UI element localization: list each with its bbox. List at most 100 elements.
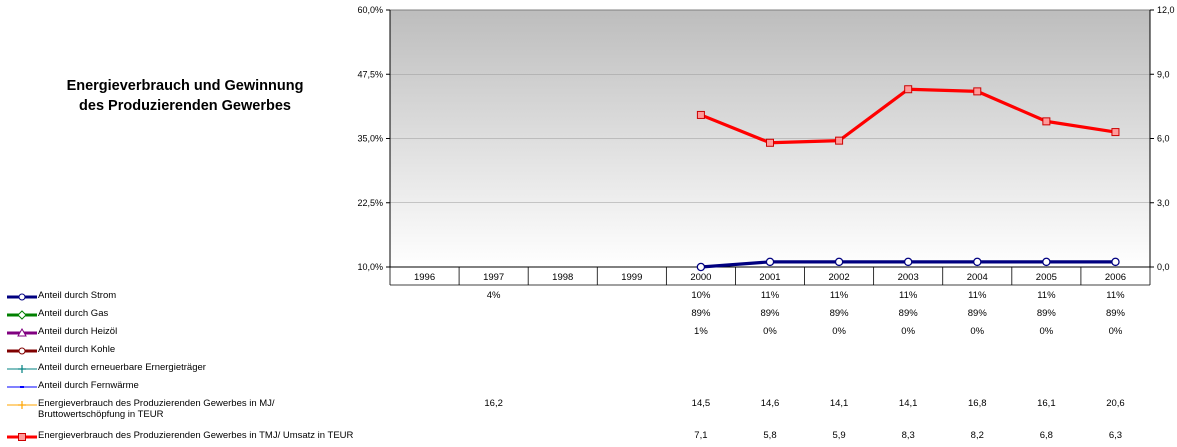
- legend-key: [7, 401, 37, 409]
- data-label: 8,2: [970, 430, 984, 441]
- data-point: [766, 138, 774, 147]
- data-point: [973, 257, 982, 267]
- data-label: 14,1: [829, 398, 849, 409]
- data-label: 0%: [970, 326, 985, 337]
- series-name: Anteil durch Gas: [38, 308, 109, 319]
- data-label: 0%: [763, 326, 777, 337]
- legend-marker: [18, 293, 26, 301]
- data-label: 0%: [901, 326, 916, 337]
- legend-marker: [18, 365, 26, 373]
- data-point: [1111, 257, 1120, 267]
- data-label: 89%: [829, 308, 849, 319]
- series-layer: [696, 85, 1120, 272]
- data-point: [903, 257, 913, 267]
- y-right-tick-label: 3,0: [1157, 198, 1170, 208]
- data-label: 4%: [486, 290, 501, 301]
- table-row: Anteil durch Kohle: [0, 344, 1177, 358]
- y-left-tick-label: 60,0%: [357, 5, 383, 15]
- chart-title-line-2: des Produzierenden Gewerbes: [79, 98, 291, 114]
- legend-key: [7, 328, 37, 337]
- data-point: [904, 85, 913, 94]
- x-tick-label: 1996: [414, 272, 435, 283]
- series-name-line: Bruttowertschöpfung in TEUR: [38, 409, 164, 420]
- data-label: 6,3: [1108, 430, 1123, 441]
- data-point: [696, 110, 705, 119]
- y-right-tick-label: 6,0: [1157, 134, 1170, 144]
- y-right-tick-label: 0,0: [1157, 262, 1170, 272]
- data-label: 5,8: [763, 430, 777, 441]
- table-row: Anteil durch Gas 89% 89% 89% 89% 89% 89% 89%: [0, 308, 1177, 322]
- x-tick-label: 2005: [1036, 272, 1057, 283]
- x-tick-label: 2001: [759, 272, 780, 283]
- data-point: [1042, 117, 1051, 126]
- x-tick-label: 1997: [483, 272, 504, 283]
- data-label: 16,2: [484, 398, 503, 409]
- data-label: 20,6: [1106, 398, 1125, 409]
- legend-key: [7, 347, 37, 355]
- legend-marker: [17, 328, 27, 337]
- x-tick-label: 2006: [1105, 272, 1126, 283]
- data-point: [765, 257, 775, 267]
- data-label: 10%: [691, 290, 711, 301]
- data-label: 11%: [1106, 290, 1125, 301]
- legend-key: [7, 293, 37, 301]
- y-left-tick-label: 47,5%: [357, 69, 383, 79]
- data-label: 89%: [1105, 308, 1125, 319]
- x-tick-label: 1999: [621, 272, 642, 283]
- data-label: 89%: [898, 308, 918, 319]
- data-label: 7,1: [694, 430, 708, 441]
- data-label: 14,6: [760, 398, 780, 409]
- data-label: 11%: [1037, 290, 1056, 301]
- data-point: [973, 87, 982, 96]
- table-row: Anteil durch erneuerbare Ernergieträger: [0, 362, 1177, 376]
- series-name-line: Energieverbrauch des Produzierenden Gewe…: [38, 398, 275, 409]
- data-label: 89%: [760, 308, 780, 319]
- series-name: Anteil durch Fernwärme: [38, 380, 139, 391]
- data-label: 0%: [832, 326, 846, 337]
- x-tick-label: 1998: [552, 272, 573, 283]
- data-label: 89%: [967, 308, 987, 319]
- chart-title-line-1: Energieverbrauch und Gewinnung: [66, 78, 304, 94]
- legend-key: [7, 310, 37, 320]
- data-point: [835, 136, 844, 145]
- data-label: 11%: [829, 290, 849, 301]
- gridlines: [390, 73, 1150, 204]
- y-left-tick-label: 10,0%: [357, 262, 383, 272]
- data-point: [1111, 128, 1120, 137]
- series-name: Anteil durch erneuerbare Ernergieträger: [38, 362, 206, 373]
- data-label: 6,8: [1039, 430, 1053, 441]
- legend-marker: [17, 310, 27, 320]
- table-row: Anteil durch Fernwärme: [0, 380, 1177, 394]
- y-right-tick-label: 12,0: [1157, 5, 1175, 15]
- data-label: 11%: [968, 290, 987, 301]
- data-label: 16,1: [1037, 398, 1056, 409]
- legend-key: [7, 386, 37, 388]
- x-tick-label: 2002: [829, 272, 850, 283]
- table-row: Anteil durch Strom 4% 10% 11% 11% 11% 11% 11% 11…: [0, 290, 1177, 304]
- data-point: [834, 257, 844, 267]
- data-label: 16,8: [968, 398, 987, 409]
- legend-key: [7, 365, 37, 373]
- y-left-tick-label: 35,0%: [357, 134, 383, 144]
- data-point: [696, 262, 706, 272]
- series-name: Anteil durch Kohle: [38, 344, 116, 355]
- y-left-tick-label: 22,5%: [357, 198, 383, 208]
- axes: 60,0% 12,0 47,5% 9,0 35,0% 6,0 22,5% 3,0 10,0% 0,…: [357, 5, 1175, 286]
- data-label: 11%: [899, 290, 918, 301]
- x-tick-label: 2004: [967, 272, 988, 283]
- x-tick-label: 2003: [898, 272, 919, 283]
- table-row: Energieverbrauch des Produzierenden Gewe…: [0, 398, 1177, 420]
- data-label: 89%: [1036, 308, 1056, 319]
- data-label: 5,9: [832, 430, 846, 441]
- series-name: Energieverbrauch des Produzierenden Gewe…: [38, 398, 275, 420]
- chart-title: Energieverbrauch und Gewinnung des Produ…: [20, 76, 350, 116]
- legend-marker: [18, 347, 26, 355]
- series-name: Anteil durch Heizöl: [38, 326, 118, 337]
- series-name: Anteil durch Strom: [38, 290, 117, 301]
- legend-marker: [18, 433, 26, 441]
- data-point: [1042, 257, 1051, 267]
- data-label: 89%: [691, 308, 711, 319]
- x-tick-label: 2000: [690, 272, 711, 283]
- legend-marker: [18, 401, 26, 409]
